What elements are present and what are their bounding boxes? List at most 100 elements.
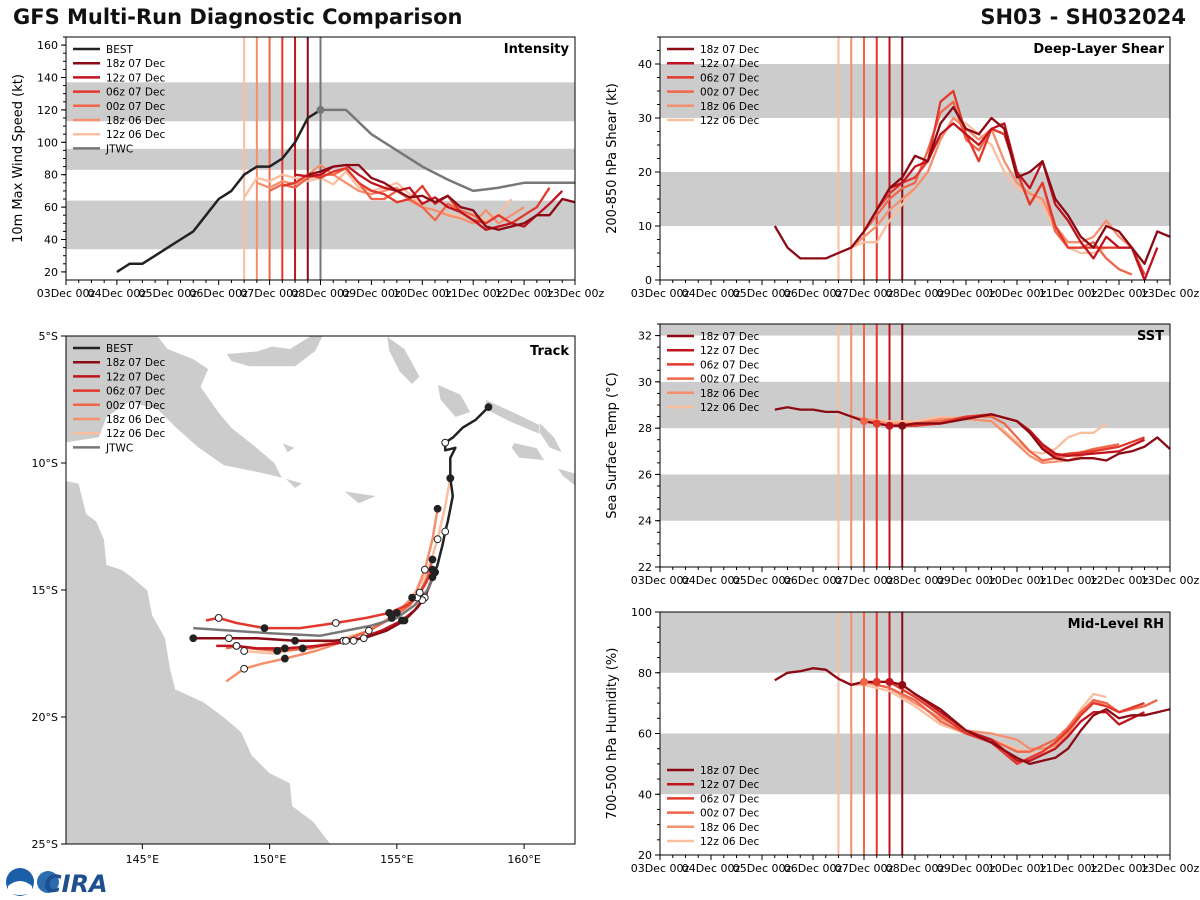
legend-label: 12z 07 Dec [700, 345, 759, 357]
legend-label: JTWC [105, 143, 133, 155]
legend-label: 12z 07 Dec [106, 371, 165, 383]
x-tick-label: 06Dec 00z [784, 287, 843, 300]
x-tick-label: 05Dec 00z [139, 287, 198, 300]
x-tick-label: 09Dec 00z [937, 862, 996, 875]
track-position-marker [420, 565, 429, 574]
init-marker [860, 677, 868, 686]
y-tick-label: 20 [638, 166, 652, 179]
series-line-best [116, 108, 322, 273]
legend-label: 00z 07 Dec [106, 400, 165, 412]
legend-label: 06z 07 Dec [700, 793, 759, 805]
land-mass [66, 336, 283, 479]
track-position-marker [280, 644, 289, 653]
series-line-18z-07-dec [774, 667, 1170, 766]
land-mass [556, 467, 575, 487]
series-line-18z-07-dec [307, 163, 575, 231]
track-position-marker [364, 626, 373, 635]
y-tick-label: 120 [37, 104, 58, 117]
legend-label: 06z 07 Dec [700, 359, 759, 371]
shaded-band [660, 733, 1170, 795]
legend-label: 06z 07 Dec [700, 72, 759, 84]
x-tick-label: 12Dec 00z [1090, 574, 1149, 587]
panel-title: Intensity [504, 42, 570, 57]
track-position-marker [433, 504, 442, 513]
map-area [66, 336, 575, 844]
longitude-label: 150°E [253, 853, 286, 866]
legend-label: 18z 06 Dec [700, 822, 759, 834]
legend-label: 00z 07 Dec [700, 808, 759, 820]
legend-label: 12z 07 Dec [700, 58, 759, 70]
y-tick-label: 40 [638, 58, 652, 71]
init-marker [885, 677, 894, 686]
land-mass [281, 442, 296, 454]
series-line-18z-07-dec [774, 406, 1170, 462]
plot-area [660, 612, 1170, 855]
y-tick-label: 80 [44, 169, 58, 182]
y-tick-label: 10 [638, 220, 652, 233]
legend-label: 12z 06 Dec [700, 402, 759, 414]
y-axis-label: 10m Max Wind Speed (kt) [11, 74, 26, 243]
track-position-marker [433, 535, 442, 544]
y-tick-label: 0 [645, 274, 652, 287]
latitude-label: 25°S [32, 838, 58, 851]
x-tick-label: 06Dec 00z [784, 862, 843, 875]
y-tick-label: 40 [44, 234, 58, 247]
land-mass [283, 477, 304, 489]
y-tick-label: 80 [638, 667, 652, 680]
series-line-06z-07-dec [876, 680, 1145, 766]
y-tick-label: 100 [37, 136, 58, 149]
track-position-marker [428, 573, 437, 582]
land-mass [342, 490, 378, 504]
legend-label: 18z 07 Dec [700, 44, 759, 56]
x-tick-label: 08Dec 00z [291, 287, 350, 300]
track-position-marker [398, 616, 406, 625]
legend-label: 18z 07 Dec [106, 357, 165, 369]
x-tick-label: 09Dec 00z [937, 574, 996, 587]
x-tick-label: 08Dec 00z [886, 574, 945, 587]
y-tick-label: 160 [37, 39, 58, 52]
y-axis-label: 700-500 hPa Humidity (%) [605, 648, 620, 820]
track-position-marker [232, 641, 241, 650]
track-position-marker [260, 624, 269, 632]
track-position-marker [240, 647, 249, 655]
logo-text: CIRA [44, 870, 108, 898]
x-tick-label: 12Dec 00z [1090, 862, 1149, 875]
panel-title: Track [530, 344, 569, 359]
x-tick-label: 07Dec 00z [835, 574, 894, 587]
x-tick-label: 08Dec 00z [886, 862, 945, 875]
land-mass [325, 336, 354, 344]
plot-area [660, 324, 1170, 567]
series-line-18z-06-dec [851, 415, 1120, 465]
x-tick-label: 06Dec 00z [189, 287, 248, 300]
legend-label: 12z 06 Dec [700, 115, 759, 127]
x-tick-label: 13Dec 00z [1141, 862, 1200, 875]
x-tick-label: 04Dec 00z [682, 862, 741, 875]
land-mass [386, 336, 421, 385]
track-position-marker [415, 588, 424, 597]
latitude-label: 20°S [32, 711, 58, 724]
y-tick-label: 30 [638, 112, 652, 125]
figure-title: GFS Multi-Run Diagnostic Comparison [13, 5, 463, 29]
panel-title: SST [1137, 329, 1164, 344]
legend-label: 12z 06 Dec [700, 836, 759, 848]
y-tick-label: 28 [638, 422, 652, 435]
x-tick-label: 10Dec 00z [988, 574, 1047, 587]
y-axis-label: Sea Surface Temp (°C) [605, 372, 620, 519]
land-mass [511, 442, 546, 461]
track-position-marker [408, 593, 417, 602]
panel-title: Deep-Layer Shear [1033, 42, 1164, 57]
shaded-band [660, 64, 1170, 118]
legend-label: 00z 07 Dec [700, 87, 759, 99]
series-line-jtwc [320, 108, 575, 193]
legend-label: JTWC [105, 442, 133, 454]
x-tick-label: 13Dec 00z [546, 287, 605, 300]
y-tick-label: 20 [44, 266, 58, 279]
globe-icon [37, 871, 59, 893]
y-axis-label: 200-850 hPa Shear (kt) [605, 83, 620, 234]
x-tick-label: 11Dec 00z [1039, 574, 1098, 587]
series-line-12z-06-dec [838, 410, 1107, 455]
y-tick-label: 60 [638, 728, 652, 741]
